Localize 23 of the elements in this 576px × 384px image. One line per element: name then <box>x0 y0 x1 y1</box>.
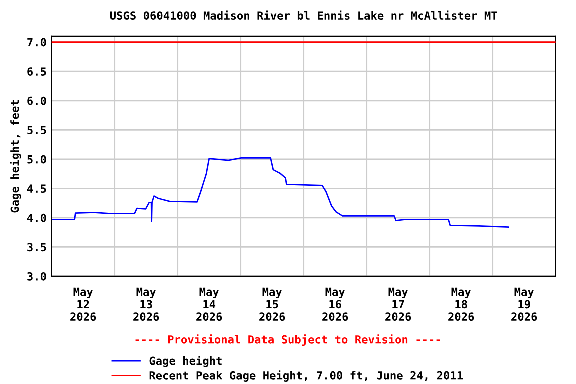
y-tick-label: 3.5 <box>28 243 46 252</box>
x-tick-label: May 16 2026 <box>322 288 348 322</box>
x-tick-label: May 17 2026 <box>386 288 412 322</box>
y-tick-label: 4.5 <box>27 184 46 194</box>
legend-label: Recent Peak Gage Height, 7.00 ft, June 24, 2011 <box>150 370 464 382</box>
text: ---- Provisional Data Subject to Revision ---- <box>136 334 440 346</box>
x-tick-label: May 19 2026 <box>512 288 538 322</box>
chart-title: USGS 06041000 Madison River bl Ennis Lake nr McAllister MT <box>110 10 498 20</box>
x-tick-label: May 12 2026 <box>70 288 96 322</box>
y-tick-label: 5.5 <box>28 126 46 135</box>
y-tick-label: 6.5 <box>28 68 46 76</box>
y-tick-label: 4.0 <box>27 214 46 222</box>
y-tick-label: 3.0 <box>28 272 46 281</box>
y-axis-title: Gage height, feet <box>10 100 22 213</box>
legend-label: Gage height <box>150 356 222 368</box>
x-tick-label: May 15 2026 <box>260 288 286 322</box>
y-tick-label: 5.0 <box>28 155 46 164</box>
x-tick-label: May 13 2026 <box>134 288 160 322</box>
line-series <box>52 158 510 228</box>
x-tick-label: May 18 2026 <box>448 288 474 322</box>
x-tick-label: May 14 2026 <box>196 288 222 322</box>
y-tick-label: 7.0 <box>28 38 46 47</box>
y-tick-label: 6.0 <box>28 96 46 106</box>
